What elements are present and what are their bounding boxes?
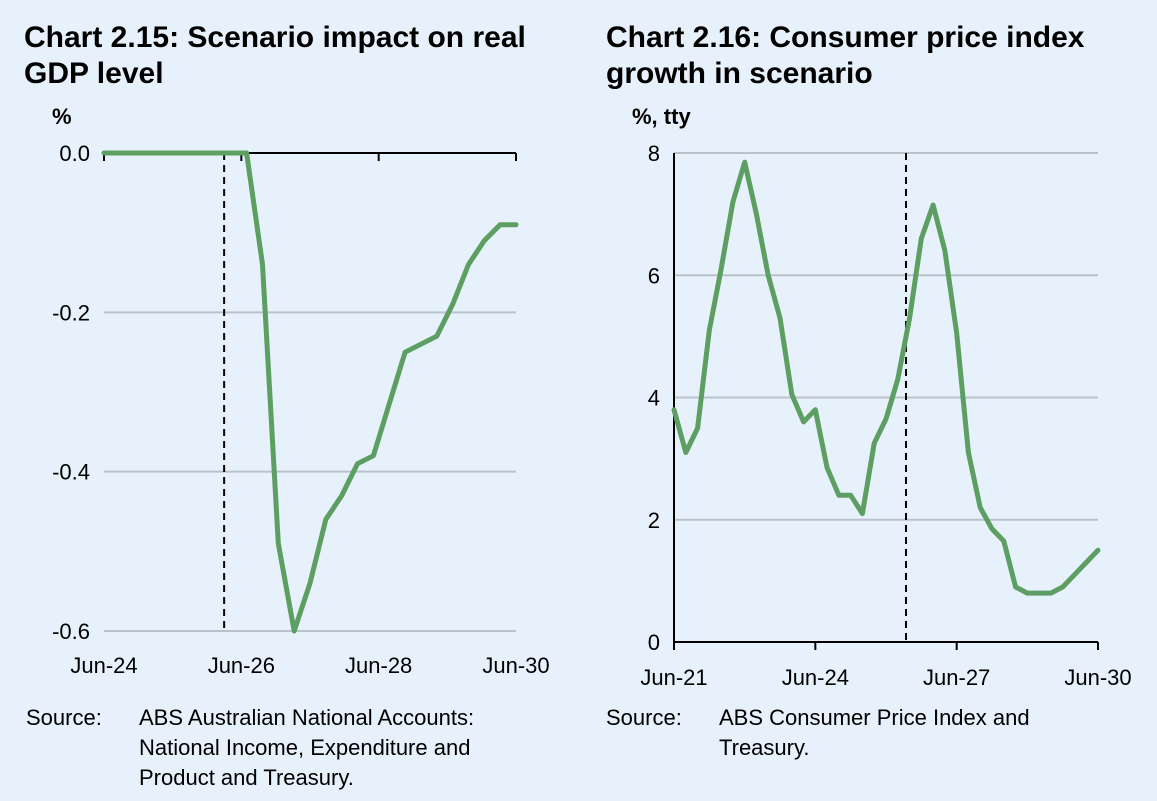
x-tick-label: Jun-24: [782, 665, 849, 690]
source-label: Source:: [26, 705, 102, 730]
y-tick-label: 8: [648, 141, 660, 166]
chart-title-gdp: Chart 2.15: Scenario impact on real GDP …: [24, 21, 526, 90]
x-tick-label: Jun-28: [345, 653, 412, 678]
y-tick-label: 0.0: [59, 141, 90, 166]
x-tick-label: Jun-24: [70, 653, 137, 678]
chart-panel-cpi: Chart 2.16: Consumer price index growth …: [580, 0, 1157, 801]
source-line: ABS Australian National Accounts:: [139, 705, 475, 730]
y-tick-label: 0: [648, 630, 660, 655]
series-line: [671, 159, 1101, 596]
x-tick-label: Jun-30: [482, 653, 549, 678]
x-tick-label: Jun-30: [1064, 665, 1131, 690]
x-tick-label: Jun-26: [208, 653, 275, 678]
cpi-line-chart: 0 2 4 6 8 Jun-21 Jun-24 Jun-27 Jun-30: [640, 141, 1131, 690]
y-tick-label: 2: [648, 508, 660, 533]
y-tick-label: -0.6: [52, 619, 90, 644]
x-tick-label: Jun-21: [640, 665, 707, 690]
source-label: Source:: [606, 705, 682, 730]
chart-title-cpi: Chart 2.16: Consumer price index growth …: [606, 21, 1085, 90]
y-axis-unit-cpi: %, tty: [632, 104, 691, 129]
y-tick-label: -0.2: [52, 300, 90, 325]
chart-panel-gdp: Chart 2.15: Scenario impact on real GDP …: [24, 21, 550, 790]
y-tick-label: -0.4: [52, 460, 90, 485]
source-line: Product and Treasury.: [139, 765, 354, 790]
gdp-line-chart: 0.0 -0.2 -0.4 -0.6 Jun-24 Jun-26 Jun-28 Jun-30: [52, 141, 550, 678]
source-line: National Income, Expenditure and: [139, 735, 471, 760]
x-tick-label: Jun-27: [923, 665, 990, 690]
y-tick-label: 6: [648, 263, 660, 288]
series-line: [101, 150, 519, 634]
y-axis-unit-gdp: %: [52, 104, 72, 129]
source-line: ABS Consumer Price Index and: [719, 705, 1030, 730]
source-line: Treasury.: [719, 735, 810, 760]
y-tick-label: 4: [648, 386, 660, 411]
